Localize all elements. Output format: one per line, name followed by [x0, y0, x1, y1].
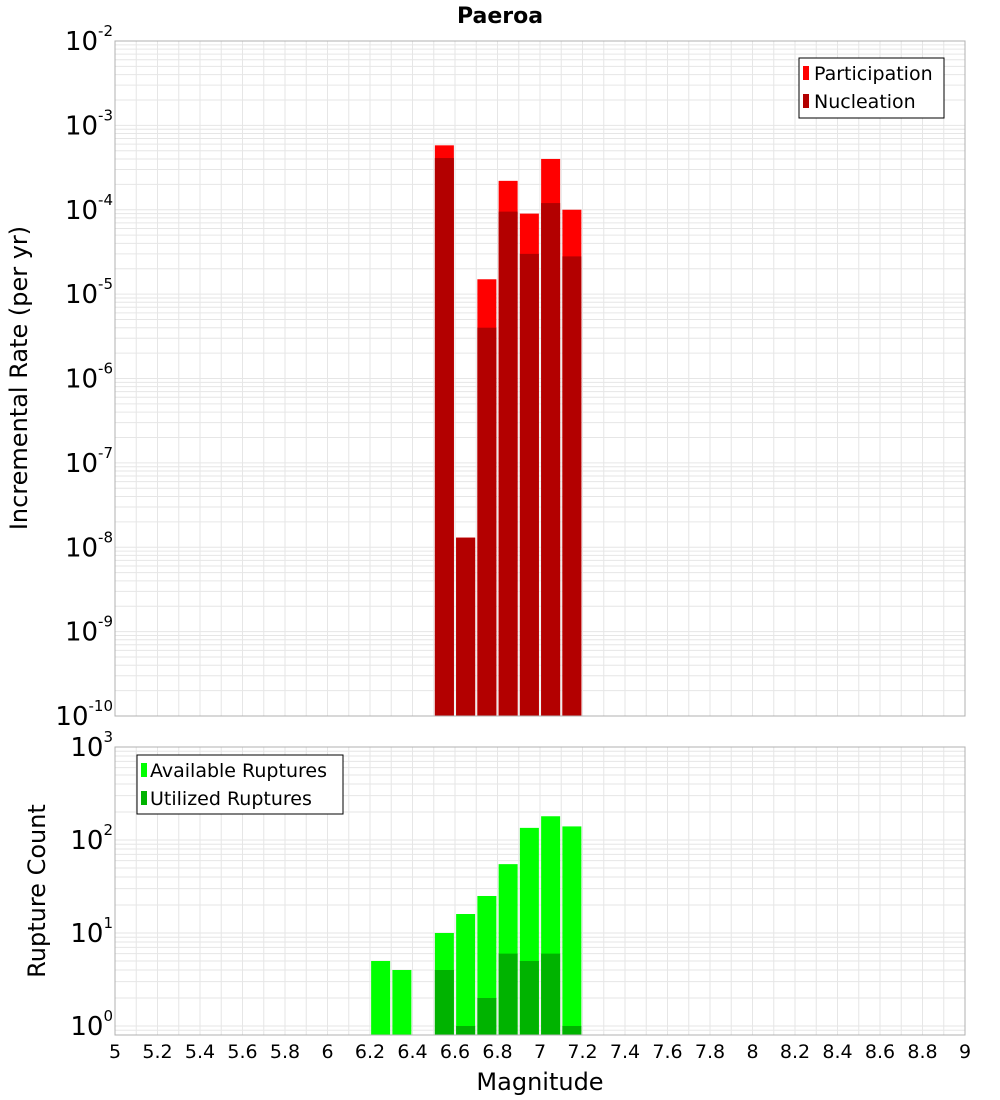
- top-bar-nucleation: [498, 211, 518, 716]
- bottom-legend: Available Ruptures Utilized Ruptures: [136, 754, 344, 815]
- x-tick-label: 5.4: [185, 1041, 215, 1063]
- top-y-axis-label: Incremental Rate (per yr): [5, 226, 33, 530]
- top-bar-nucleation: [434, 158, 454, 716]
- top-ytick-label: 10-10: [55, 697, 113, 732]
- x-tick-label: 6.8: [482, 1041, 512, 1063]
- x-tick-label: 6.4: [397, 1041, 427, 1063]
- x-ticks: 5 5.2 5.4 5.6 5.8 6 6.2 6.4 6.6 6.8 7 7.2 7.4 7.6 7.8 8…: [109, 1041, 971, 1063]
- bottom-bar-utilized-ruptures: [498, 953, 518, 1035]
- legend-swatch-available: [141, 763, 147, 777]
- x-tick-label: 8.4: [822, 1041, 852, 1063]
- bottom-y-axis-label: Rupture Count: [23, 804, 51, 978]
- top-y-ticks: 10-10 10-9 10-8 10-7 10-6 10-5 10-4 10-3 10-2: [55, 22, 113, 732]
- top-bar-nucleation: [519, 253, 539, 716]
- top-ytick-label: 10-8: [65, 528, 113, 563]
- bottom-bar-available-ruptures: [456, 914, 476, 1035]
- bottom-ytick-label: 103: [70, 728, 113, 763]
- bottom-bars: [371, 816, 582, 1035]
- top-ytick-label: 10-7: [65, 444, 113, 479]
- x-tick-label: 9: [959, 1041, 971, 1063]
- top-bar-nucleation: [477, 327, 497, 716]
- x-tick-label: 7.8: [695, 1041, 725, 1063]
- bottom-ytick-label: 102: [70, 821, 113, 856]
- top-ytick-label: 10-2: [65, 22, 113, 57]
- top-bar-nucleation: [562, 256, 582, 716]
- legend-swatch-utilized: [141, 791, 147, 805]
- top-ytick-label: 10-4: [65, 191, 113, 226]
- top-plot-frame: [114, 40, 966, 717]
- legend-label-participation: Participation: [814, 63, 933, 85]
- bottom-plot-panel: 100 101 102 103 5 5.2 5.4 5.6 5.8 6 6.2 6.4 6.6 6.8 7…: [23, 728, 971, 1096]
- top-legend-box: [798, 57, 945, 119]
- top-legend: Participation Nucleation: [798, 57, 945, 119]
- chart-title: Paeroa: [457, 4, 543, 29]
- bottom-bar-available-ruptures: [371, 960, 391, 1035]
- bottom-bar-utilized-ruptures: [456, 1025, 476, 1035]
- top-ytick-label: 10-5: [65, 275, 113, 310]
- x-tick-label: 8.8: [907, 1041, 937, 1063]
- bottom-bar-available-ruptures: [562, 826, 582, 1035]
- legend-label-nucleation: Nucleation: [814, 91, 916, 113]
- bottom-bar-utilized-ruptures: [434, 969, 454, 1035]
- top-grid: [114, 41, 966, 717]
- legend-label-utilized: Utilized Ruptures: [150, 788, 312, 810]
- x-tick-label: 6.2: [355, 1041, 385, 1063]
- x-tick-label: 8.6: [865, 1041, 895, 1063]
- top-plot-panel: 10-10 10-9 10-8 10-7 10-6 10-5 10-4 10-3 10-2 In…: [5, 22, 966, 732]
- bottom-ytick-label: 100: [70, 1007, 113, 1042]
- bottom-plot-frame: [114, 746, 966, 1036]
- x-tick-label: 5.8: [270, 1041, 300, 1063]
- x-tick-label: 7.6: [652, 1041, 682, 1063]
- bottom-ytick-label: 101: [70, 914, 113, 949]
- top-bar-nucleation: [541, 203, 561, 716]
- bottom-bar-available-ruptures: [392, 969, 412, 1035]
- x-tick-label: 7: [534, 1041, 546, 1063]
- top-ytick-label: 10-6: [65, 360, 113, 395]
- x-tick-label: 8.2: [780, 1041, 810, 1063]
- x-tick-label: 5.2: [142, 1041, 172, 1063]
- top-bars: [434, 145, 582, 717]
- legend-swatch-participation: [803, 66, 809, 80]
- x-tick-label: 7.4: [610, 1041, 640, 1063]
- bottom-y-ticks: 100 101 102 103: [70, 728, 113, 1042]
- top-ytick-label: 10-9: [65, 613, 113, 648]
- x-tick-label: 6.6: [440, 1041, 470, 1063]
- x-tick-label: 7.2: [567, 1041, 597, 1063]
- legend-label-available: Available Ruptures: [150, 760, 327, 782]
- top-ytick-label: 10-3: [65, 106, 113, 141]
- legend-swatch-nucleation: [803, 94, 809, 108]
- x-tick-label: 5.6: [227, 1041, 257, 1063]
- bottom-bar-utilized-ruptures: [541, 953, 561, 1035]
- x-tick-label: 6: [321, 1041, 333, 1063]
- bottom-bar-utilized-ruptures: [519, 960, 539, 1035]
- x-axis-label: Magnitude: [476, 1068, 603, 1096]
- bottom-bar-utilized-ruptures: [562, 1025, 582, 1035]
- bottom-bar-utilized-ruptures: [477, 997, 497, 1035]
- x-tick-label: 5: [109, 1041, 121, 1063]
- x-tick-label: 8: [746, 1041, 758, 1063]
- bottom-legend-box: [136, 754, 344, 815]
- top-bar-nucleation: [456, 537, 476, 716]
